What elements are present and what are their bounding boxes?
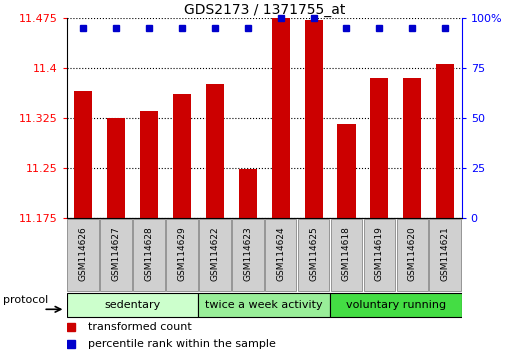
FancyBboxPatch shape [100, 219, 132, 291]
Bar [305, 20, 323, 218]
Bar [271, 18, 290, 218]
FancyBboxPatch shape [133, 219, 165, 291]
Bar [403, 78, 421, 218]
Bar [239, 169, 257, 218]
FancyBboxPatch shape [364, 219, 395, 291]
FancyBboxPatch shape [199, 219, 231, 291]
Text: GSM114618: GSM114618 [342, 226, 351, 281]
Text: GSM114620: GSM114620 [408, 226, 417, 281]
Text: GSM114621: GSM114621 [441, 226, 450, 281]
Text: GSM114622: GSM114622 [210, 226, 220, 281]
FancyBboxPatch shape [265, 219, 297, 291]
Text: GSM114629: GSM114629 [177, 226, 186, 281]
Bar [107, 118, 125, 218]
Bar [436, 64, 455, 218]
Bar [338, 124, 356, 218]
FancyBboxPatch shape [429, 219, 461, 291]
Text: voluntary running: voluntary running [346, 300, 446, 310]
Text: protocol: protocol [3, 295, 49, 305]
Text: transformed count: transformed count [88, 321, 192, 332]
FancyBboxPatch shape [166, 219, 198, 291]
Bar [140, 111, 158, 218]
Text: sedentary: sedentary [105, 300, 161, 310]
Text: GSM114625: GSM114625 [309, 226, 318, 281]
Title: GDS2173 / 1371755_at: GDS2173 / 1371755_at [184, 3, 345, 17]
FancyBboxPatch shape [330, 293, 462, 317]
FancyBboxPatch shape [298, 219, 329, 291]
Text: percentile rank within the sample: percentile rank within the sample [88, 339, 277, 349]
FancyBboxPatch shape [67, 293, 199, 317]
Text: GSM114627: GSM114627 [111, 226, 121, 281]
Bar [206, 84, 224, 218]
Text: GSM114619: GSM114619 [375, 226, 384, 281]
Bar [74, 91, 92, 218]
FancyBboxPatch shape [331, 219, 362, 291]
Bar [173, 95, 191, 218]
Bar [370, 78, 388, 218]
Text: GSM114623: GSM114623 [243, 226, 252, 281]
FancyBboxPatch shape [199, 293, 330, 317]
FancyBboxPatch shape [232, 219, 264, 291]
Text: GSM114626: GSM114626 [78, 226, 88, 281]
Text: twice a week activity: twice a week activity [205, 300, 323, 310]
Text: GSM114628: GSM114628 [145, 226, 153, 281]
Text: GSM114624: GSM114624 [276, 226, 285, 281]
FancyBboxPatch shape [67, 219, 99, 291]
FancyBboxPatch shape [397, 219, 428, 291]
